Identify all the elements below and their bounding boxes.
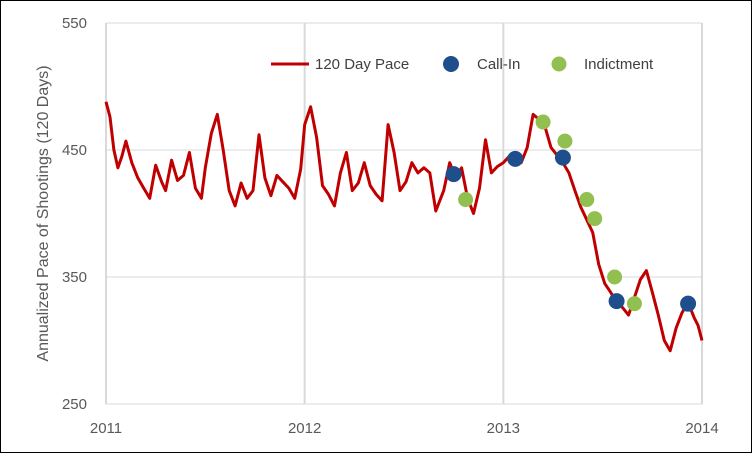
indictment-point xyxy=(535,114,551,130)
y-tick-label: 250 xyxy=(62,396,87,413)
pace-line xyxy=(104,101,704,353)
indictment-point xyxy=(557,133,573,149)
indictment-point xyxy=(587,211,603,227)
indictment-point xyxy=(626,296,642,312)
y-axis-label: Annualized Pace of Shootings (120 Days) xyxy=(35,65,52,361)
legend-swatch-indictment xyxy=(551,56,567,72)
indictment-point xyxy=(458,192,474,208)
call-in-point xyxy=(554,149,571,166)
call-in-point xyxy=(680,295,697,312)
legend-swatch-call-in xyxy=(443,56,459,72)
legend-label-pace: 120 Day Pace xyxy=(315,56,409,73)
legend: 120 Day Pace Call-In Indictment xyxy=(271,56,654,73)
call-in-point xyxy=(608,293,625,310)
x-tick-label: 2012 xyxy=(288,420,321,437)
legend-label-indictment: Indictment xyxy=(584,56,654,73)
x-tick-label: 2011 xyxy=(90,420,122,437)
call-in-point xyxy=(507,150,524,167)
y-tick-label: 550 xyxy=(62,15,87,32)
legend-label-call-in: Call-In xyxy=(477,56,520,73)
x-tick-label: 2014 xyxy=(685,420,718,437)
y-tick-label: 350 xyxy=(62,269,87,286)
indictment-point xyxy=(607,269,623,285)
x-tick-label: 2013 xyxy=(487,420,520,437)
indictment-point xyxy=(579,192,595,208)
y-tick-label: 450 xyxy=(62,142,87,159)
call-in-point xyxy=(445,166,462,183)
